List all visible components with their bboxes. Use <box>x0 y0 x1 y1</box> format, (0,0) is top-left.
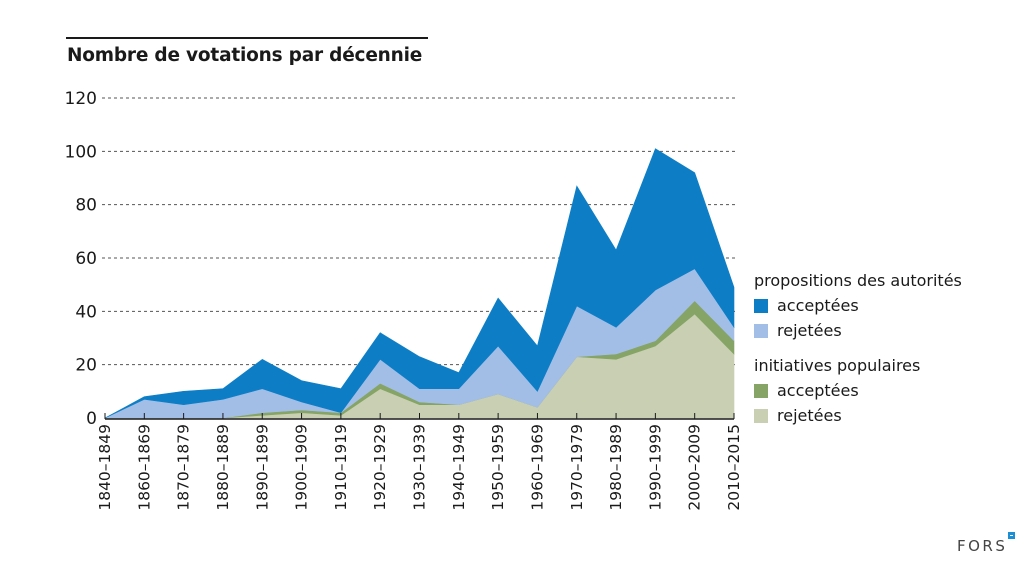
legend-item: rejetées <box>754 403 962 428</box>
legend-swatch <box>754 298 768 313</box>
x-tick-label: 1860–1869 <box>135 424 153 511</box>
chart-title: Nombre de votations par décennie <box>67 45 423 66</box>
y-tick-label: 120 <box>65 89 97 109</box>
fors-logo: FORS <box>957 537 1008 555</box>
legend-item: acceptées <box>754 293 962 318</box>
y-tick-label: 0 <box>86 409 97 429</box>
fors-logo-mark-icon <box>1008 532 1015 539</box>
y-tick-label: 60 <box>75 249 97 269</box>
x-tick-label: 1890–1899 <box>253 424 271 511</box>
y-tick-labels: 0 20 40 60 80 100 120 <box>65 89 97 429</box>
x-tick-label: 1920–1929 <box>371 424 389 511</box>
x-tick-label: 1990–1999 <box>646 424 664 511</box>
legend-swatch <box>754 323 768 338</box>
x-tick-label: 1840–1849 <box>96 424 114 511</box>
stacked-areas <box>104 148 735 419</box>
x-tick-label: 2000–2009 <box>686 424 704 511</box>
x-tick-label: 1940–1949 <box>450 424 468 511</box>
legend-item: acceptées <box>754 378 962 403</box>
x-tick-labels: 1840–1849 1860–1869 1870–1879 1880–1889 1890… <box>96 424 743 511</box>
x-tick-label: 1980–1989 <box>607 424 625 511</box>
legend-swatch <box>754 383 768 398</box>
legend-group-title: initiatives populaires <box>754 356 921 375</box>
legend-label: acceptées <box>777 296 859 315</box>
legend-label: rejetées <box>777 321 842 340</box>
x-tick-label: 1930–1939 <box>411 424 429 511</box>
x-tick-label: 1870–1879 <box>175 424 193 511</box>
y-tick-label: 100 <box>65 142 97 162</box>
y-tick-label: 80 <box>75 196 97 216</box>
x-tick-label: 2010–2015 <box>725 424 743 511</box>
x-axis <box>104 413 735 420</box>
legend-group-authorities: propositions des autorités acceptées rej… <box>754 268 962 343</box>
x-tick-label: 1960–1969 <box>528 424 546 511</box>
legend-label: acceptées <box>777 381 859 400</box>
x-tick-label: 1880–1889 <box>214 424 232 511</box>
legend-group-title: propositions des autorités <box>754 271 962 290</box>
x-tick-label: 1910–1919 <box>332 424 350 511</box>
area-authorities-accepted <box>104 148 735 419</box>
legend-item: rejetées <box>754 318 962 343</box>
y-tick-label: 20 <box>75 356 97 376</box>
legend-group-initiatives: initiatives populaires acceptées rejetée… <box>754 353 962 428</box>
x-tick-label: 1950–1959 <box>489 424 507 511</box>
legend-label: rejetées <box>777 406 842 425</box>
title-rule <box>66 37 428 39</box>
x-tick-label: 1970–1979 <box>568 424 586 511</box>
y-tick-label: 40 <box>75 302 97 322</box>
legend-swatch <box>754 408 768 423</box>
legend: propositions des autorités acceptées rej… <box>754 268 962 428</box>
x-tick-label: 1900–1909 <box>293 424 311 511</box>
